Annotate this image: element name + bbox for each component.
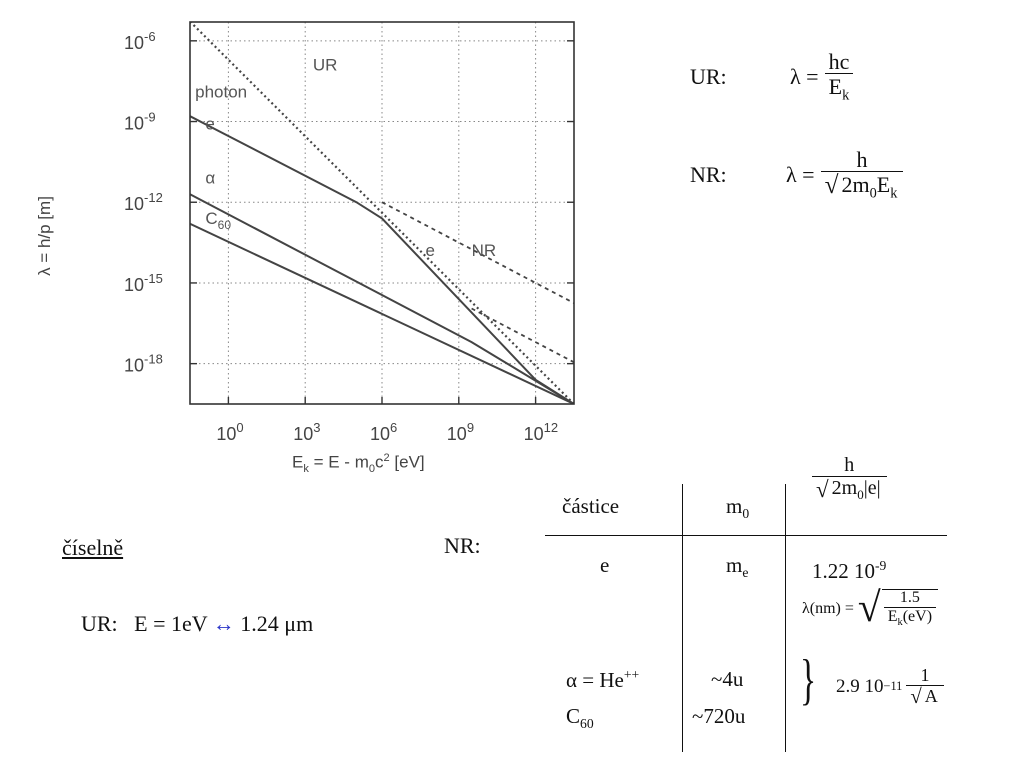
table-header-particle: částice (562, 494, 620, 518)
chart-series (190, 22, 574, 404)
annotation-6: NR (472, 241, 497, 260)
table-column-rule-1 (682, 484, 683, 752)
chart-labels: 100 103 106 109 1012 10-6 10-9 10-12 10-15 10-18 U… (124, 29, 558, 444)
row-alpha-mass: ~4u (711, 667, 744, 691)
annotation-3: α (205, 168, 215, 187)
y-tick-label-0: 10-6 (124, 29, 156, 53)
double-arrow-icon: ↔ (212, 611, 235, 636)
chart-ticks (190, 40, 574, 404)
nr-formula: NR: λ = h √ 2m0Ek (690, 148, 904, 201)
x-tick-label-0: 100 (216, 420, 243, 444)
row-c60-mass: ~720u (692, 704, 746, 728)
ur-formula: UR: λ = hc Ek (690, 50, 854, 103)
row-e-name: e (600, 553, 610, 577)
table-header-rule (545, 535, 947, 536)
table-header-mass: m0 (726, 494, 750, 522)
nr-formula-lhs: λ = (786, 161, 815, 187)
x-tick-label-2: 106 (370, 420, 397, 444)
annotation-1: photon (195, 82, 247, 101)
row-e-lambda-formula: λ(nm) = √ 1.5 Ek(eV) (802, 586, 939, 629)
table-header-formula: h √ 2m0|e| (812, 455, 887, 502)
ur-formula-lhs: λ = (790, 63, 819, 89)
x-axis-label: Ek = E - m0c2 [eV] (292, 452, 425, 476)
ur-fraction: hc Ek (824, 50, 854, 103)
table-column-rule-2 (785, 484, 786, 752)
y-tick-label-1: 10-9 (124, 110, 156, 134)
series-c60 (190, 222, 574, 404)
nr-fraction: h √ 2m0Ek (820, 148, 904, 201)
series-ur (190, 22, 574, 404)
series-α (190, 193, 574, 404)
heavy-particle-formula: 2.9 10 −11 1 √ A (836, 666, 944, 708)
row-e-value: 1.22 10-9 (812, 558, 887, 583)
right-brace-icon: } (800, 649, 817, 711)
y-axis-label: λ = h/p [m] (35, 196, 54, 276)
row-alpha-name: α = He++ (566, 667, 640, 692)
annotation-5: e (426, 241, 435, 260)
annotation-0: UR (313, 55, 338, 74)
chart-grid (190, 22, 574, 404)
y-tick-label-4: 10-18 (124, 352, 163, 376)
ur-numeric: UR: E = 1eV ↔ 1.24 μm (81, 611, 314, 636)
series-α-nr (471, 307, 574, 364)
numeric-heading: číselně (62, 535, 124, 560)
row-e-mass: me (726, 553, 749, 581)
ur-formula-label: UR: (690, 63, 727, 89)
nr-formula-label: NR: (690, 161, 727, 187)
x-tick-label-4: 1012 (524, 420, 559, 444)
annotation-4: C60 (205, 209, 231, 232)
nr-numeric-label: NR: (444, 533, 481, 558)
annotation-2: e (205, 115, 214, 134)
x-tick-label-3: 109 (447, 420, 474, 444)
x-tick-label-1: 103 (293, 420, 320, 444)
y-tick-label-3: 10-15 (124, 271, 163, 295)
y-tick-label-2: 10-12 (124, 190, 163, 214)
row-c60-name: C60 (566, 704, 594, 732)
